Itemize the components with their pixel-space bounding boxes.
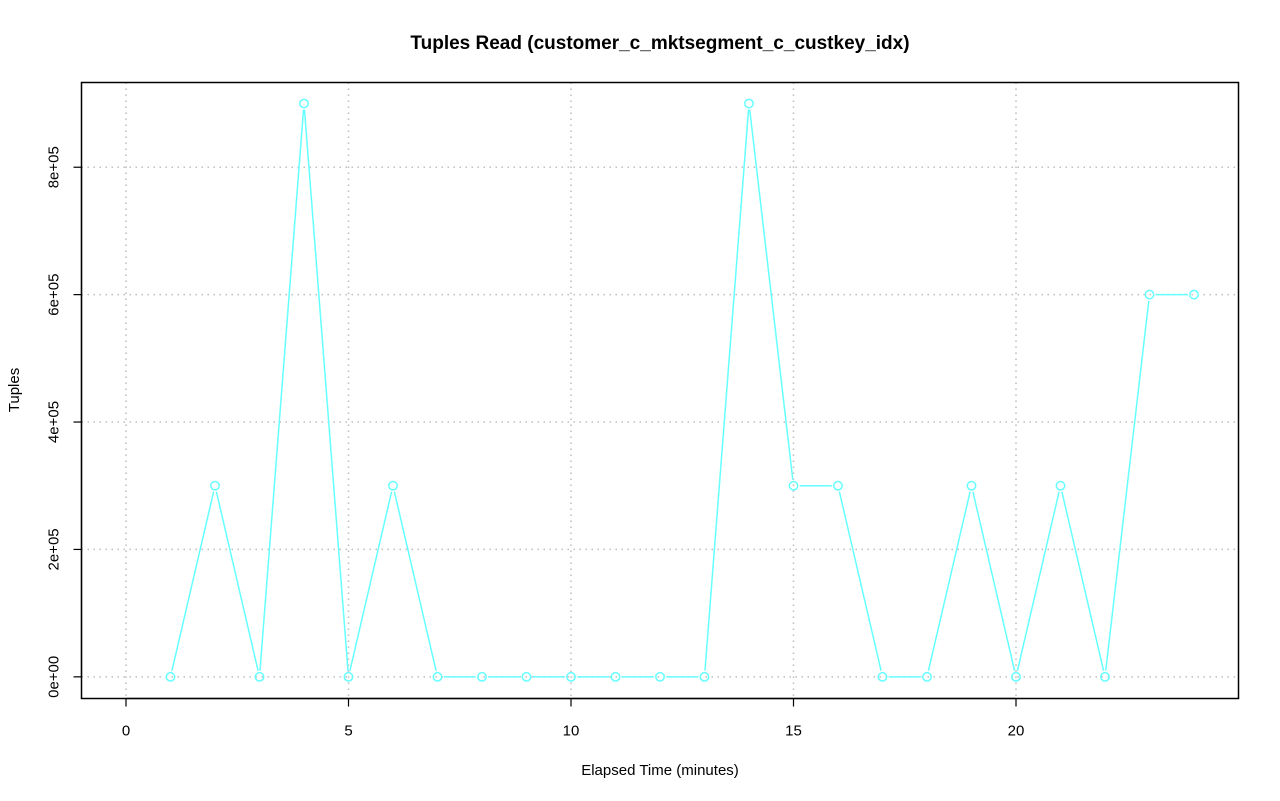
series-segment bbox=[393, 491, 437, 671]
data-point bbox=[833, 480, 843, 491]
chart-title: Tuples Read (customer_c_mktsegment_c_cus… bbox=[410, 33, 909, 54]
data-point bbox=[521, 671, 532, 682]
series-segment bbox=[1061, 491, 1105, 671]
plot-frame bbox=[80, 81, 1240, 700]
data-point bbox=[1055, 480, 1066, 491]
grid bbox=[81, 82, 1239, 699]
x-tick-label: 20 bbox=[1008, 723, 1025, 740]
y-tick-label: 0e+00 bbox=[46, 656, 63, 698]
data-point bbox=[388, 480, 398, 491]
data-point bbox=[922, 671, 932, 682]
series-segment bbox=[303, 109, 349, 671]
series-segment bbox=[838, 491, 882, 671]
data-point bbox=[699, 671, 710, 682]
data-point bbox=[477, 671, 487, 682]
data-point bbox=[343, 671, 354, 682]
y-tick-label: 4e+05 bbox=[46, 401, 63, 443]
data-point bbox=[432, 671, 443, 682]
y-axis: 0e+00 2e+05 4e+05 6e+05 8e+05 bbox=[46, 146, 83, 698]
series-segment bbox=[972, 491, 1016, 671]
data-point bbox=[1100, 671, 1110, 682]
series-segment bbox=[349, 491, 393, 671]
y-tick-label: 8e+05 bbox=[46, 146, 63, 188]
y-tick-label: 6e+05 bbox=[46, 274, 63, 316]
y-tick-label: 2e+05 bbox=[46, 528, 63, 570]
x-tick-label: 5 bbox=[344, 723, 352, 740]
series-layer bbox=[165, 98, 1199, 682]
series-segment bbox=[748, 109, 794, 480]
series-segment bbox=[215, 491, 259, 671]
data-point bbox=[566, 671, 576, 682]
series-segment bbox=[1016, 491, 1060, 671]
x-tick-label: 15 bbox=[785, 723, 802, 740]
data-point bbox=[877, 671, 888, 682]
series-segment bbox=[1104, 300, 1150, 671]
data-point bbox=[1189, 289, 1199, 300]
data-point bbox=[299, 98, 309, 109]
x-axis: 0 5 10 15 20 bbox=[122, 697, 1025, 740]
data-point bbox=[210, 480, 220, 491]
data-point bbox=[966, 480, 977, 491]
data-point bbox=[655, 671, 665, 682]
series-segment bbox=[927, 491, 971, 671]
data-point bbox=[165, 671, 176, 682]
series-segment bbox=[171, 491, 215, 671]
data-point bbox=[744, 98, 754, 109]
data-point bbox=[254, 671, 265, 682]
x-tick-label: 0 bbox=[122, 723, 130, 740]
data-point bbox=[1144, 289, 1155, 300]
series-segment bbox=[704, 109, 750, 671]
x-axis-label: Elapsed Time (minutes) bbox=[581, 762, 739, 779]
y-axis-label: Tuples bbox=[6, 368, 23, 412]
data-point bbox=[788, 480, 799, 491]
data-point bbox=[1011, 671, 1021, 682]
data-point bbox=[610, 671, 621, 682]
x-tick-label: 10 bbox=[563, 723, 580, 740]
series-segment bbox=[259, 109, 305, 671]
